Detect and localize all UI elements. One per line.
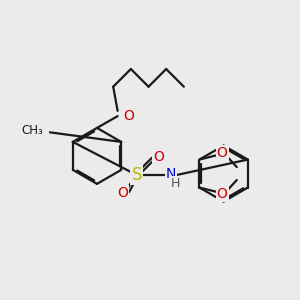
Text: O: O <box>217 187 227 201</box>
Text: O: O <box>123 109 134 123</box>
Text: O: O <box>117 186 128 200</box>
Text: H: H <box>171 177 181 190</box>
Text: S: S <box>131 166 142 184</box>
Text: CH₃: CH₃ <box>22 124 44 137</box>
Text: O: O <box>153 150 164 164</box>
Text: N: N <box>166 167 176 181</box>
Text: O: O <box>217 146 227 160</box>
